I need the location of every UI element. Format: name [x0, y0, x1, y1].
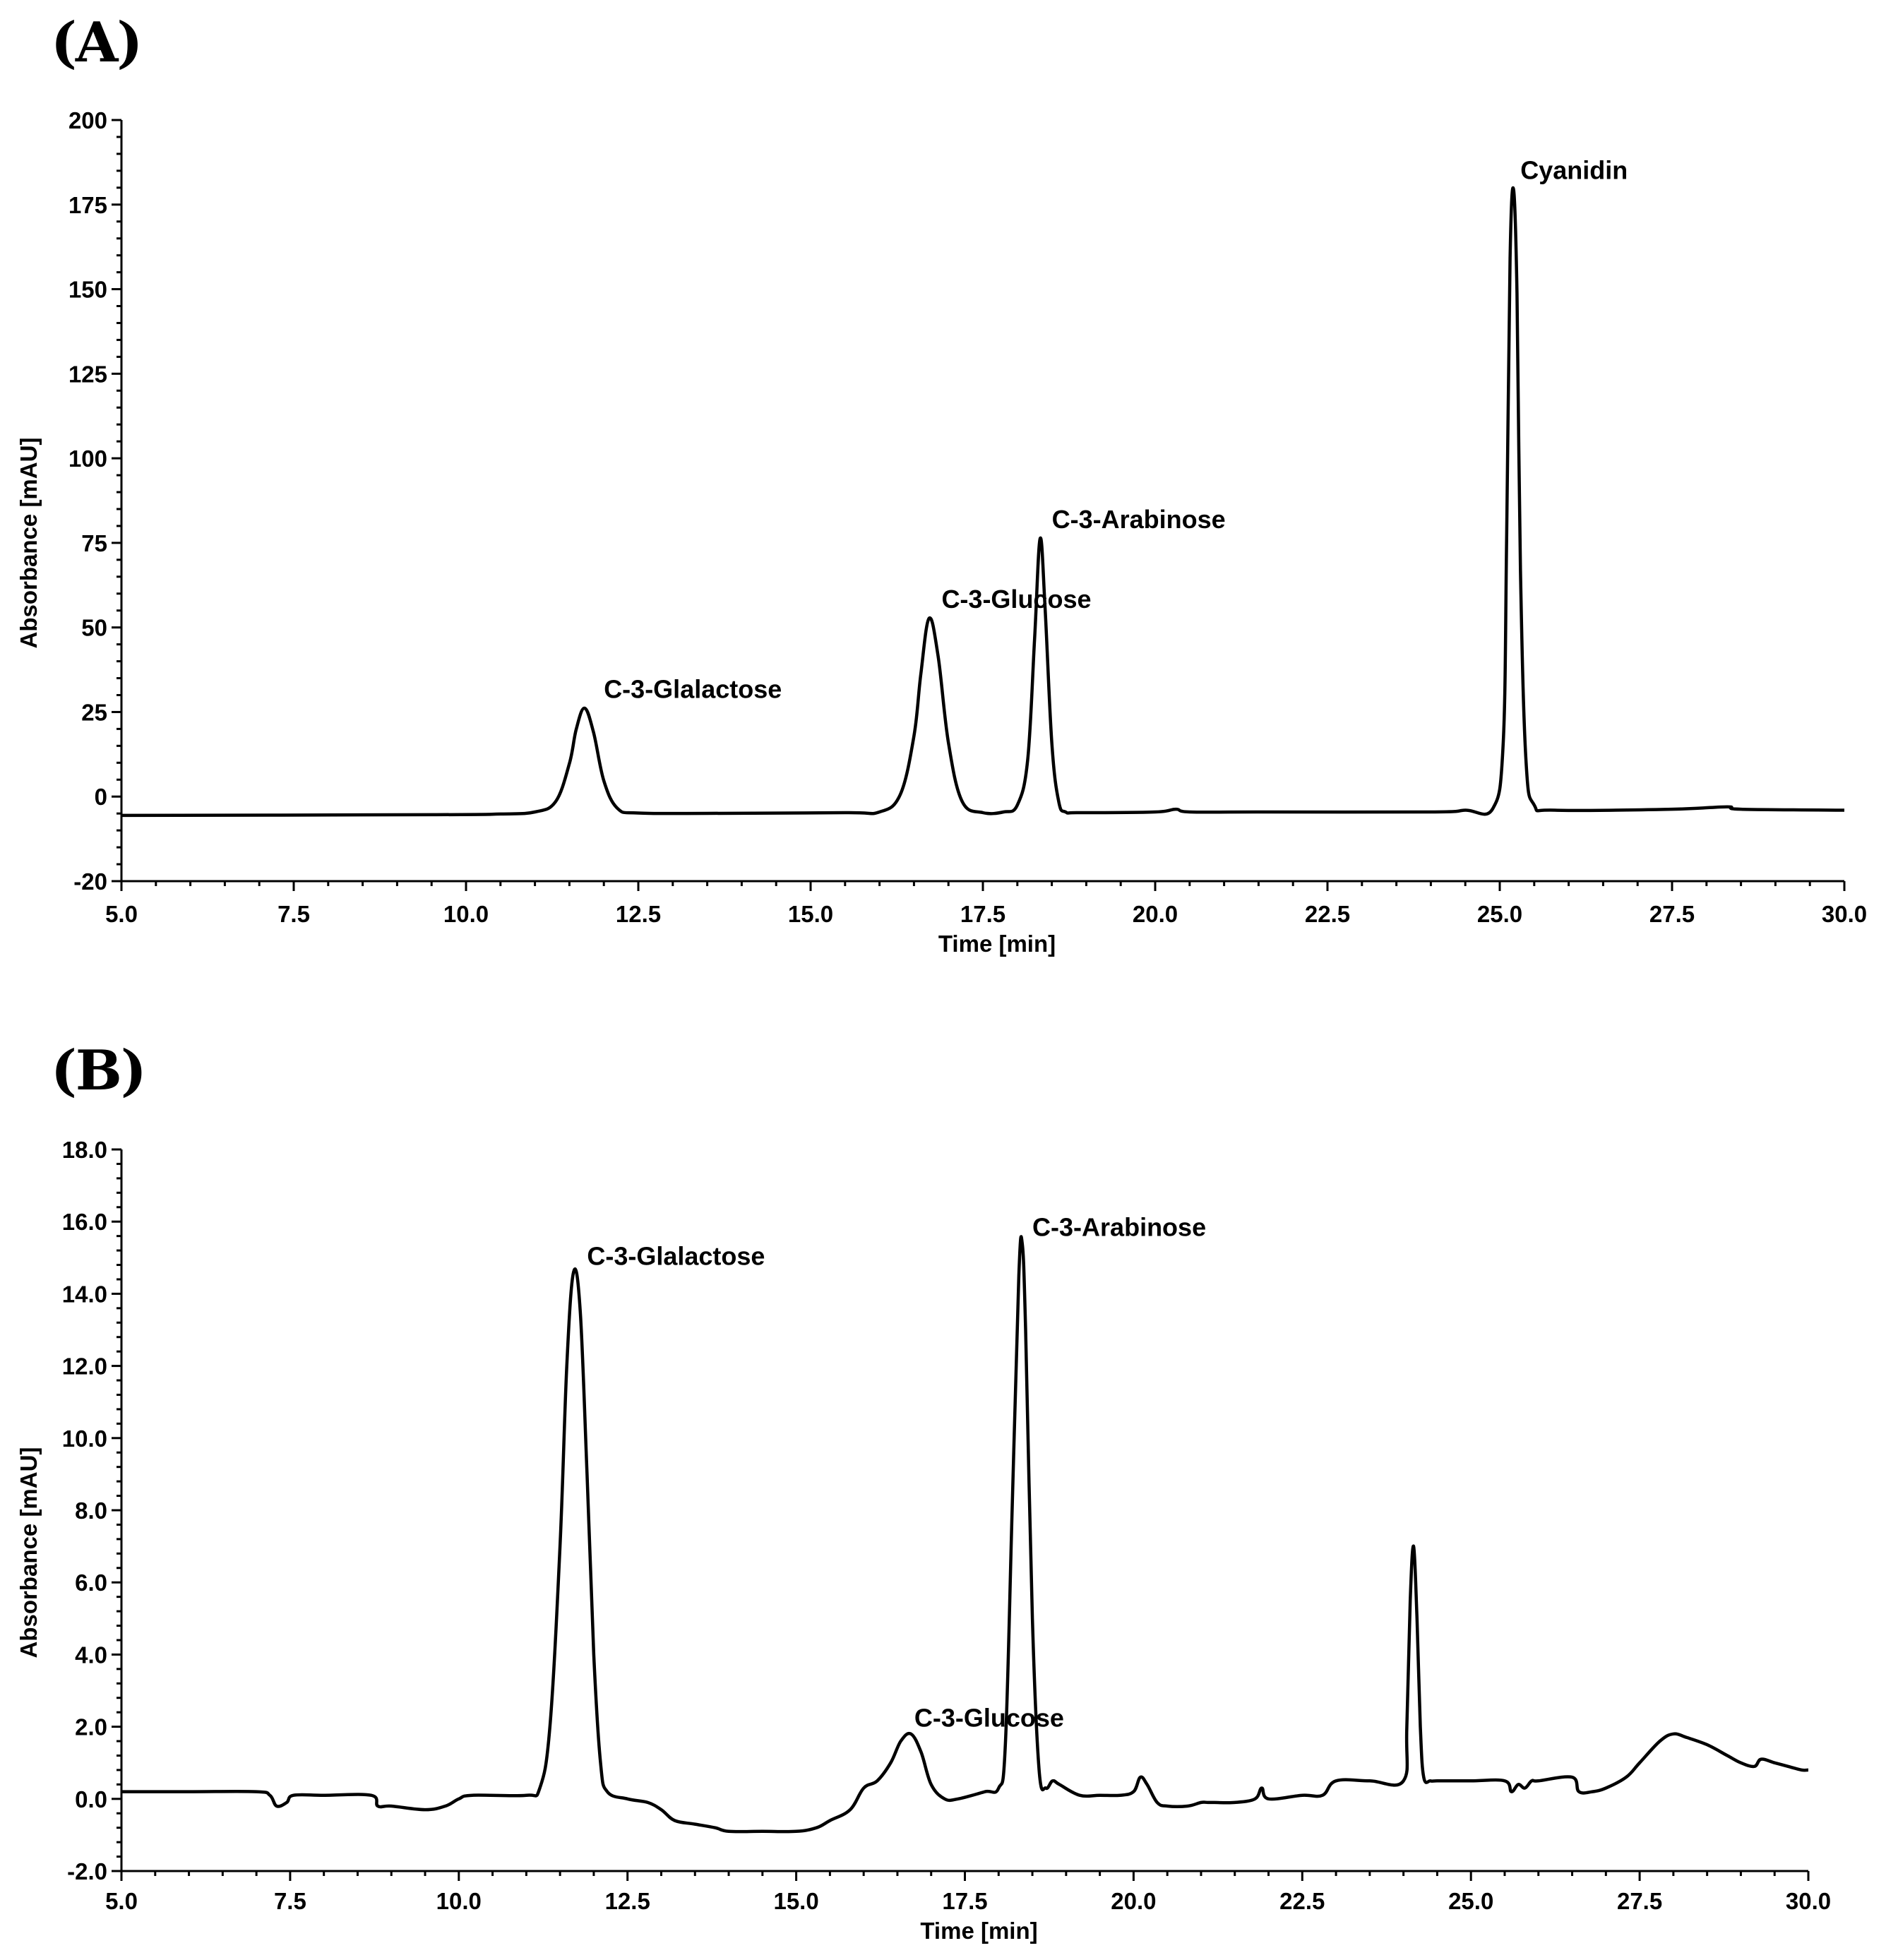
y-tick-label: 2.0 — [75, 1714, 107, 1740]
x-tick-label: 27.5 — [1617, 1888, 1662, 1914]
x-tick-label: 17.5 — [942, 1888, 987, 1914]
x-tick-label: 12.5 — [605, 1888, 650, 1914]
x-tick-label: 25.0 — [1477, 901, 1522, 927]
panel-label-a: (A) — [51, 11, 143, 75]
chromatogram-trace — [121, 186, 1845, 818]
x-tick-label: 22.5 — [1279, 1888, 1325, 1914]
x-tick-label: 20.0 — [1133, 901, 1178, 927]
y-tick-label: 25 — [81, 699, 107, 725]
x-tick-label: 30.0 — [1786, 1888, 1831, 1914]
x-tick-label: 17.5 — [960, 901, 1005, 927]
y-tick-label: 4.0 — [75, 1642, 107, 1668]
y-tick-label: 10.0 — [62, 1426, 107, 1452]
y-tick-label: 16.0 — [62, 1209, 107, 1235]
y-tick-label: 8.0 — [75, 1498, 107, 1524]
peak-label: C-3-Glalactose — [604, 674, 782, 703]
peak-label: C-3-Glucose — [914, 1704, 1064, 1733]
y-tick-label: -20 — [73, 868, 107, 895]
chromatogram-a: -20 0 25 50 75 100 125 150 175 200 5.0 7.5 10.0 12.5 1… — [16, 107, 1867, 957]
x-tick-label: 10.0 — [436, 1888, 482, 1914]
x-tick-label: 15.0 — [773, 1888, 818, 1914]
x-tick-label: 15.0 — [788, 901, 833, 927]
x-axis-title: Time [min] — [920, 1918, 1037, 1944]
x-tick-label: 10.0 — [443, 901, 489, 927]
x-tick-label: 5.0 — [105, 901, 138, 927]
peak-label: C-3-Glalactose — [587, 1242, 765, 1271]
y-axis-title: Absorbance [mAU] — [16, 438, 42, 649]
y-tick-label: 6.0 — [75, 1570, 107, 1596]
y-tick-label: 50 — [81, 615, 107, 641]
x-tick-label: 12.5 — [616, 901, 661, 927]
y-tick-label: 200 — [68, 107, 107, 133]
panel-label-b: (B) — [51, 1039, 147, 1103]
x-tick-label: 27.5 — [1649, 901, 1695, 927]
y-tick-label: 0 — [95, 784, 107, 810]
x-tick-label: 25.0 — [1448, 1888, 1493, 1914]
chromatogram-trace — [121, 1235, 1809, 1834]
x-tick-label: 7.5 — [277, 901, 310, 927]
x-tick-label: 5.0 — [105, 1888, 138, 1914]
x-tick-label: 22.5 — [1305, 901, 1350, 927]
x-axis-title: Time [min] — [938, 931, 1056, 957]
peak-label: C-3-Glucose — [941, 585, 1091, 614]
x-tick-label: 7.5 — [274, 1888, 306, 1914]
x-tick-label: 30.0 — [1822, 901, 1867, 927]
chromatogram-b: -2.0 0.0 2.0 4.0 6.0 8.0 10.0 12.0 14.0 16.0 18.0 5… — [16, 1137, 1831, 1944]
y-tick-label: 175 — [68, 192, 107, 218]
y-tick-label: 0.0 — [75, 1786, 107, 1812]
y-tick-label: 12.0 — [62, 1354, 107, 1380]
y-tick-label: 75 — [81, 530, 107, 556]
y-tick-label: 100 — [68, 446, 107, 472]
y-tick-label: 125 — [68, 361, 107, 387]
y-tick-label: 14.0 — [62, 1281, 107, 1307]
y-tick-label: -2.0 — [67, 1858, 107, 1884]
peak-label: Cyanidin — [1520, 155, 1628, 184]
x-tick-label: 20.0 — [1111, 1888, 1156, 1914]
peak-label: C-3-Arabinose — [1052, 505, 1226, 534]
y-axis-title: Absorbance [mAU] — [16, 1447, 42, 1659]
peak-label: C-3-Arabinose — [1032, 1213, 1206, 1242]
y-tick-label: 150 — [68, 277, 107, 303]
y-tick-label: 18.0 — [62, 1137, 107, 1163]
